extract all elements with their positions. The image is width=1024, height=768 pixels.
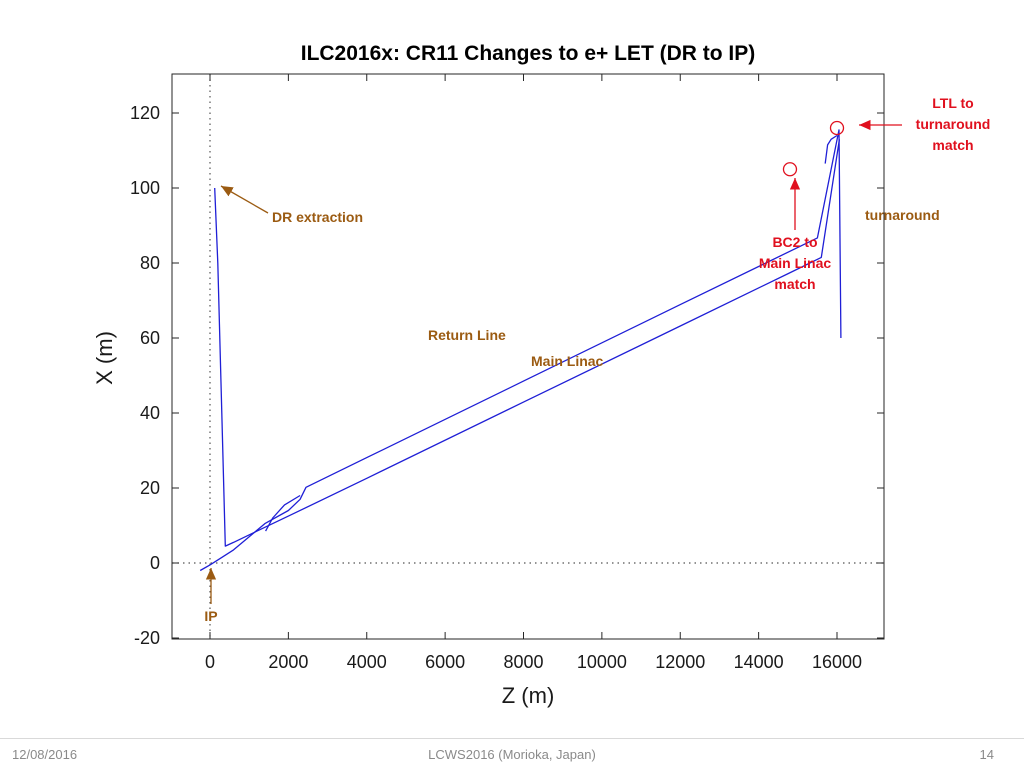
chart-title: ILC2016x: CR11 Changes to e+ LET (DR to … [301, 42, 756, 65]
annotation-dr-extraction: DR extraction [272, 209, 363, 225]
y-tick-label: 0 [150, 553, 160, 573]
annotation-turnaround: turnaround [865, 207, 940, 223]
chart: ILC2016x: CR11 Changes to e+ LET (DR to … [92, 42, 991, 708]
footer-page-number: 14 [979, 747, 994, 762]
x-tick-label: 10000 [577, 652, 627, 672]
annotation-ltl-line-1: LTL to [932, 95, 973, 111]
footer-date: 12/08/2016 [12, 747, 78, 762]
series-line-2 [214, 139, 841, 547]
y-tick-label: 120 [130, 103, 160, 123]
x-tick-label: 2000 [268, 652, 308, 672]
y-tick-label: 100 [130, 178, 160, 198]
annotation-return-line: Return Line [428, 327, 506, 343]
footer-conference: LCWS2016 (Morioka, Japan) [428, 747, 596, 762]
reference-lines [172, 74, 884, 639]
x-tick-label: 4000 [347, 652, 387, 672]
series-group [199, 129, 842, 572]
annotation-ip: IP [204, 608, 217, 624]
annotation-bc2-line-1: BC2 to [772, 234, 817, 250]
x-tick-label: 12000 [655, 652, 705, 672]
series-line-3 [265, 494, 301, 532]
annotation-ltl-line-2: turnaround [916, 116, 991, 132]
annotation-ltl-line-3: match [932, 137, 973, 153]
y-tick-label: 40 [140, 403, 160, 423]
annotation-main-linac: Main Linac [531, 353, 604, 369]
annotation-bc2-line-2: Main Linac [759, 255, 832, 271]
series-line-1 [199, 129, 842, 572]
x-axis-label: Z (m) [502, 683, 555, 708]
x-tick-label: 16000 [812, 652, 862, 672]
plot-frame [171, 73, 885, 640]
match-markers [782, 120, 845, 177]
y-tick-label: 20 [140, 478, 160, 498]
y-tick-label: 60 [140, 328, 160, 348]
y-tick-label: -20 [134, 628, 160, 648]
match-marker-circle-1 [829, 120, 845, 136]
x-tick-label: 0 [205, 652, 215, 672]
x-axis-ticks: 0 2000 4000 6000 8000 10000 12000 14000 16000 [205, 74, 862, 672]
series-line-4 [824, 134, 838, 164]
annotation-bc2-line-3: match [774, 276, 815, 292]
x-tick-label: 8000 [503, 652, 543, 672]
y-axis-label: X (m) [92, 331, 117, 385]
match-marker-circle-2 [782, 162, 798, 177]
y-tick-label: 80 [140, 253, 160, 273]
x-tick-label: 6000 [425, 652, 465, 672]
x-tick-label: 14000 [734, 652, 784, 672]
footer-divider [0, 738, 1024, 739]
dr-extraction-arrow [220, 185, 269, 214]
y-axis-ticks: -20 0 20 40 60 80 100 120 [130, 103, 884, 648]
